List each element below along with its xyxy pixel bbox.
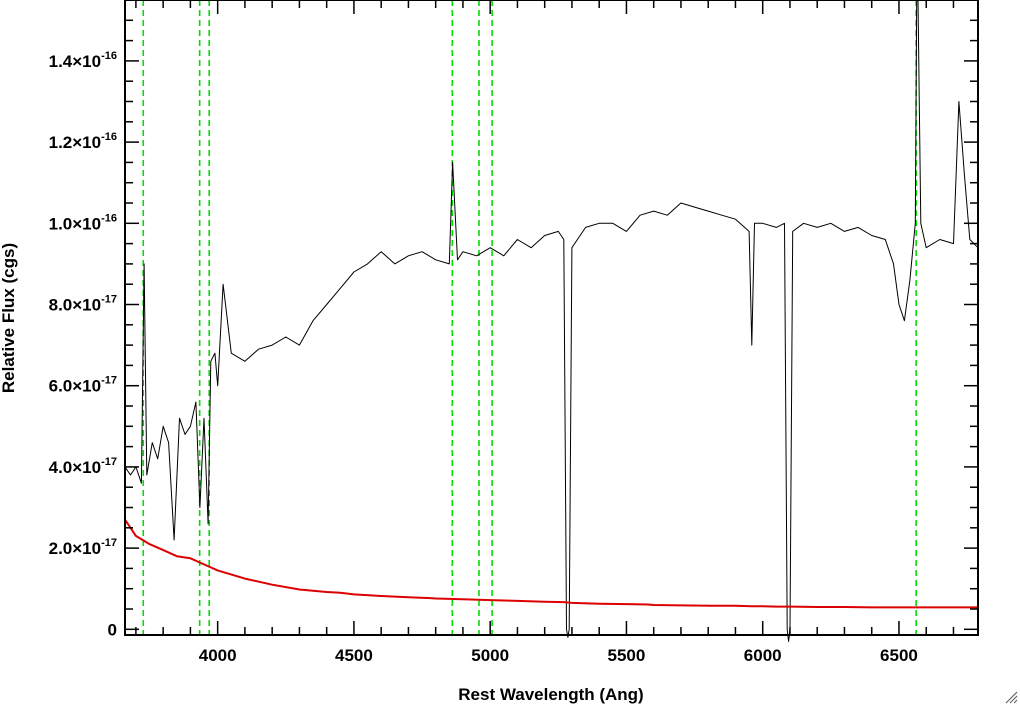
y-axis: 02.0×10-174.0×10-176.0×10-178.0×10-171.0…: [49, 19, 978, 639]
plot-border: [124, 0, 979, 636]
y-tick-exponent: -16: [101, 212, 117, 224]
x-tick-label: 5000: [471, 646, 509, 665]
y-tick-mantissa: 0: [108, 620, 117, 639]
y-tick-exponent: -16: [101, 131, 117, 143]
y-tick-mantissa: 2.0×10: [49, 539, 101, 558]
y-tick-label: 0: [108, 620, 117, 639]
x-tick-label: 6000: [744, 646, 782, 665]
series-layer: [124, 0, 979, 642]
x-tick-label: 5500: [608, 646, 646, 665]
y-tick-mantissa: 6.0×10: [49, 377, 101, 396]
y-tick-label: 1.4×10-16: [49, 50, 117, 71]
x-axis-title: Rest Wavelength (Ang): [458, 685, 643, 704]
x-tick-label: 6500: [880, 646, 918, 665]
x-tick-label: 4000: [199, 646, 237, 665]
plot-frame: [124, 0, 979, 636]
emission-line-markers: [142, 0, 917, 635]
y-tick-mantissa: 1.2×10: [49, 133, 101, 152]
model-line: [124, 519, 978, 609]
y-tick-mantissa: 1.0×10: [49, 214, 101, 233]
y-axis-title: Relative Flux (cgs): [0, 243, 18, 393]
x-tick-label: 4500: [335, 646, 373, 665]
y-tick-mantissa: 4.0×10: [49, 458, 101, 477]
y-tick-mantissa: 8.0×10: [49, 296, 101, 315]
y-tick-mantissa: 1.4×10: [49, 52, 101, 71]
spectrum-line: [124, 0, 979, 642]
y-tick-label: 8.0×10-17: [49, 294, 117, 315]
y-tick-label: 4.0×10-17: [49, 456, 117, 477]
y-tick-exponent: -17: [101, 537, 117, 549]
y-tick-exponent: -17: [101, 456, 117, 468]
y-tick-exponent: -16: [101, 50, 117, 62]
y-tick-label: 6.0×10-17: [49, 375, 117, 396]
y-tick-label: 1.0×10-16: [49, 212, 117, 233]
y-tick-exponent: -17: [101, 294, 117, 306]
y-tick-label: 2.0×10-17: [49, 537, 117, 558]
y-tick-label: 1.2×10-16: [49, 131, 117, 152]
resize-grip-icon[interactable]: [1004, 690, 1018, 704]
y-tick-exponent: -17: [101, 375, 117, 387]
x-axis: 4000 4500 5000 5500 6000 6500: [135, 0, 955, 665]
